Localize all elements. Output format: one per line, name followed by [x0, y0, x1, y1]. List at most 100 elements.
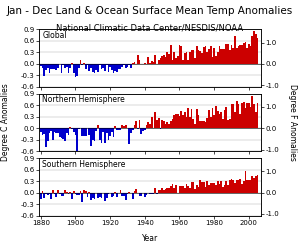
Bar — [248, 103, 250, 128]
Bar — [257, 175, 258, 193]
Bar — [78, 64, 80, 68]
Bar — [168, 54, 170, 64]
Bar — [239, 114, 241, 128]
Bar — [149, 63, 151, 64]
Bar — [189, 117, 191, 128]
Bar — [107, 128, 109, 140]
Bar — [229, 119, 231, 128]
Bar — [99, 193, 100, 197]
Bar — [156, 193, 158, 194]
Bar — [205, 187, 206, 193]
Bar — [161, 56, 163, 64]
Bar — [236, 101, 238, 128]
Bar — [173, 52, 175, 64]
Bar — [161, 120, 163, 128]
Bar — [182, 60, 184, 64]
Bar — [244, 171, 246, 193]
Bar — [144, 63, 146, 64]
Bar — [45, 128, 47, 147]
Bar — [76, 64, 78, 76]
Bar — [61, 128, 62, 138]
Bar — [212, 57, 213, 64]
Bar — [220, 49, 222, 64]
Bar — [99, 128, 100, 140]
Bar — [137, 128, 139, 129]
Bar — [54, 193, 56, 194]
Bar — [210, 117, 212, 128]
Bar — [76, 193, 78, 195]
Bar — [62, 193, 64, 196]
Bar — [250, 46, 251, 64]
Bar — [104, 64, 106, 71]
Bar — [120, 128, 122, 130]
Bar — [194, 124, 196, 128]
Bar — [238, 46, 239, 64]
Bar — [215, 185, 217, 193]
Bar — [239, 46, 241, 64]
Bar — [113, 193, 114, 196]
Bar — [45, 193, 47, 194]
Bar — [85, 128, 87, 136]
Bar — [56, 64, 57, 70]
Bar — [170, 185, 172, 193]
Bar — [167, 52, 168, 64]
Text: Global: Global — [42, 31, 67, 40]
Bar — [139, 120, 140, 128]
Text: Southern Hemisphere: Southern Hemisphere — [42, 160, 126, 169]
Bar — [118, 64, 120, 69]
Bar — [99, 64, 100, 65]
Bar — [178, 186, 180, 193]
Bar — [178, 116, 180, 128]
Bar — [201, 121, 203, 128]
Bar — [201, 182, 203, 193]
Bar — [134, 62, 135, 64]
Bar — [222, 119, 224, 128]
Bar — [66, 192, 68, 193]
Bar — [220, 181, 222, 193]
Bar — [52, 64, 54, 69]
Bar — [114, 126, 116, 128]
Bar — [255, 111, 257, 128]
Bar — [180, 111, 182, 128]
Bar — [246, 180, 248, 193]
Bar — [193, 50, 194, 64]
Bar — [140, 193, 142, 196]
Bar — [139, 60, 140, 64]
Bar — [160, 190, 161, 193]
Bar — [255, 34, 257, 64]
Bar — [158, 190, 160, 193]
Bar — [78, 128, 80, 129]
Bar — [208, 110, 210, 128]
Bar — [107, 193, 109, 194]
Text: National Climatic Data Center/NESDIS/NOAA: National Climatic Data Center/NESDIS/NOA… — [56, 23, 244, 32]
Bar — [229, 180, 231, 193]
Bar — [213, 115, 215, 128]
Bar — [123, 126, 125, 128]
Bar — [160, 128, 161, 129]
Bar — [50, 64, 52, 69]
Bar — [186, 184, 187, 193]
Bar — [243, 102, 244, 128]
Bar — [132, 63, 134, 64]
Bar — [205, 46, 206, 64]
Bar — [64, 128, 66, 141]
Bar — [57, 64, 59, 68]
Bar — [90, 193, 92, 200]
Bar — [173, 115, 175, 128]
Bar — [172, 60, 173, 64]
Bar — [163, 121, 165, 128]
Bar — [80, 60, 82, 64]
Bar — [248, 44, 250, 64]
Bar — [191, 182, 193, 193]
Bar — [189, 52, 191, 64]
Bar — [146, 125, 147, 128]
Bar — [71, 193, 73, 199]
Bar — [178, 45, 180, 64]
Bar — [205, 122, 206, 128]
Bar — [56, 128, 57, 133]
Bar — [154, 55, 156, 64]
Bar — [149, 123, 151, 128]
Bar — [234, 183, 236, 193]
Bar — [144, 193, 146, 197]
Bar — [168, 123, 170, 128]
